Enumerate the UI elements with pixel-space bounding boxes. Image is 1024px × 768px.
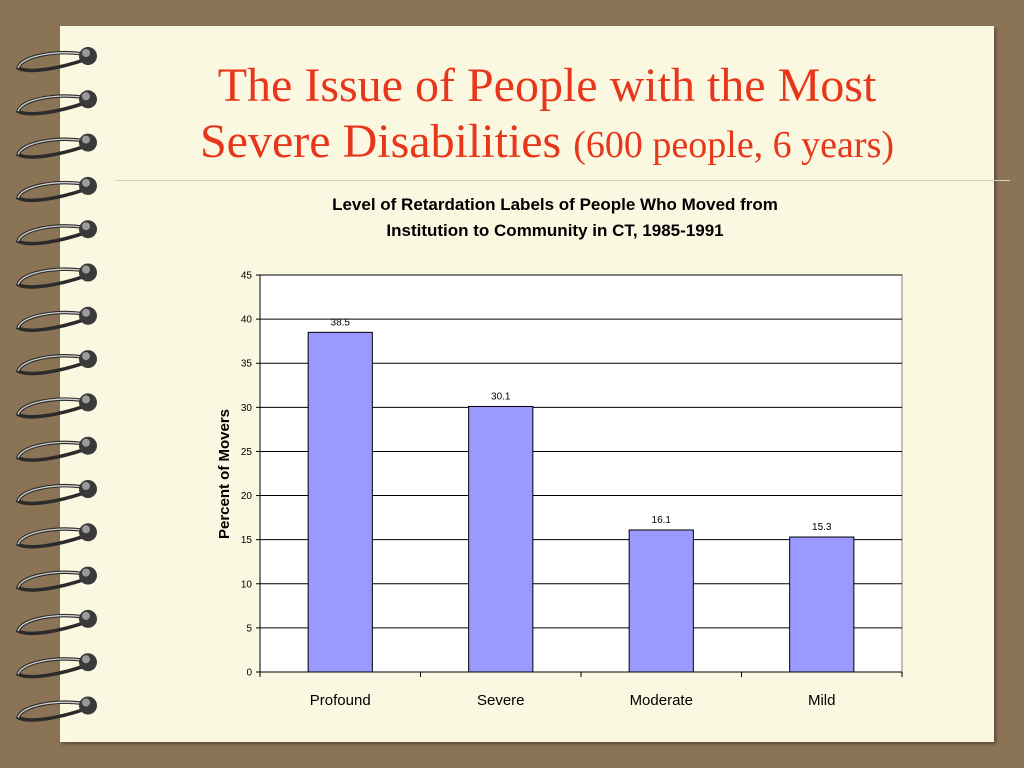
binding-ring <box>15 393 97 419</box>
bar-mild <box>789 536 855 673</box>
bar-severe <box>468 405 534 673</box>
binding-ring <box>15 176 97 203</box>
bars: 38.5 30.1 16.1 15.3 <box>307 317 855 673</box>
y-tick-label: 10 <box>241 579 253 590</box>
binding-ring <box>15 263 97 289</box>
data-label: 15.3 <box>812 522 832 533</box>
binding-ring <box>15 480 97 506</box>
x-category-label: Mild <box>808 692 836 709</box>
y-tick-label: 5 <box>246 623 252 634</box>
slide-title-line-1: The Issue of People with the Most <box>217 59 877 112</box>
binding-ring <box>15 436 97 462</box>
binding-ring <box>15 523 97 549</box>
y-tick-label: 40 <box>241 315 253 326</box>
binding-ring <box>15 133 97 159</box>
binding-ring <box>15 47 97 73</box>
binding-ring <box>15 653 97 679</box>
y-tick-label: 35 <box>241 359 253 370</box>
binding-ring <box>15 220 97 246</box>
axes: 0 5 10 15 20 25 30 35 40 45 Profound Severe Moderate… <box>241 271 903 709</box>
binding-ring <box>15 609 97 636</box>
binding-ring <box>15 90 97 116</box>
slide-title: The Issue of People with the Most Severe… <box>100 58 994 173</box>
data-label: 16.1 <box>652 515 672 526</box>
binding-ring <box>15 696 97 722</box>
x-category-label: Moderate <box>630 692 693 709</box>
slide-title-line-2: Severe Disabilities <box>199 115 562 168</box>
y-tick-label: 30 <box>241 403 253 414</box>
y-tick-label: 15 <box>241 535 253 546</box>
data-label: 38.5 <box>331 317 351 328</box>
slide-title-subtitle: (600 people, 6 years) <box>573 124 895 166</box>
y-axis-label: Percent of Movers <box>216 409 233 539</box>
bar-profound <box>307 331 373 673</box>
y-tick-label: 0 <box>246 668 252 679</box>
bar-moderate <box>628 529 694 673</box>
spiral-binding <box>15 47 97 722</box>
data-label: 30.1 <box>491 391 511 402</box>
binding-ring <box>15 350 97 376</box>
y-tick-label: 45 <box>241 271 253 282</box>
binding-ring <box>15 566 97 592</box>
y-tick-label: 20 <box>241 491 253 502</box>
x-category-label: Profound <box>310 692 371 709</box>
chart-title-line-2: Institution to Community in CT, 1985-199… <box>386 221 723 240</box>
y-tick-label: 25 <box>241 447 253 458</box>
x-category-label: Severe <box>477 692 525 709</box>
title-divider <box>115 180 1010 181</box>
binding-ring <box>15 306 97 332</box>
chart-title-line-1: Level of Retardation Labels of People Wh… <box>332 195 778 214</box>
